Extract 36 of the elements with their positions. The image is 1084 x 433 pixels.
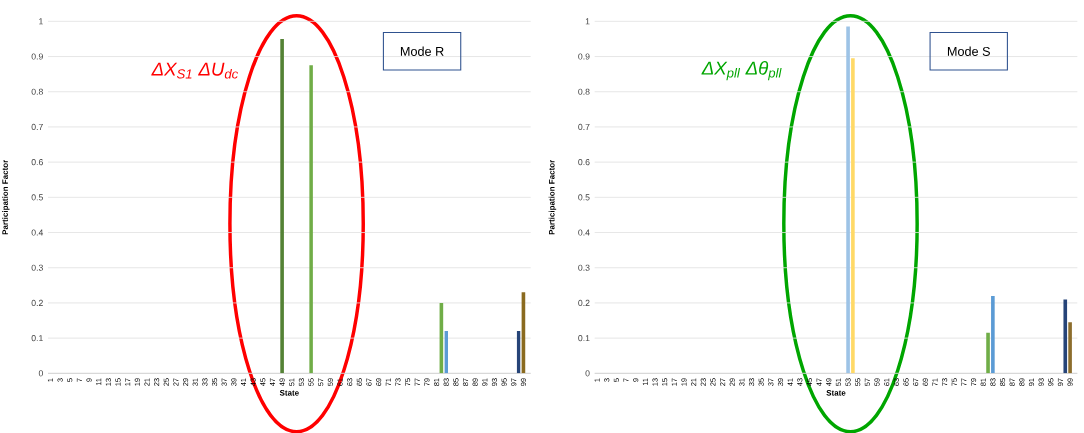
y-tick-label: 0.4 bbox=[578, 229, 590, 236]
y-tick-label: 0.4 bbox=[31, 229, 44, 236]
bar bbox=[1063, 299, 1068, 374]
y-tick-label: 0.3 bbox=[31, 264, 43, 271]
y-tick-label: 0.1 bbox=[578, 334, 590, 342]
y-tick-label: 0 bbox=[38, 370, 43, 377]
y-tick-label: 1 bbox=[39, 18, 43, 25]
x-axis-title: State bbox=[279, 389, 299, 396]
y-tick-label: 0.7 bbox=[578, 123, 590, 130]
y-tick-label: 0.8 bbox=[31, 88, 43, 95]
y-tick-label: 0.6 bbox=[578, 158, 590, 166]
bar bbox=[991, 295, 995, 374]
y-tick-label: 0.7 bbox=[31, 123, 43, 130]
annotation: Mode S bbox=[947, 46, 990, 56]
y-tick-label: 0.2 bbox=[31, 299, 43, 306]
y-tick-label: 0.2 bbox=[578, 299, 590, 306]
bar bbox=[851, 58, 855, 374]
x-axis-title: State bbox=[826, 389, 846, 396]
y-axis-title: Participation Factor bbox=[548, 159, 557, 235]
y-tick-label: 0.1 bbox=[31, 334, 43, 342]
y-axis-title: Participation Factor bbox=[2, 159, 10, 235]
bar bbox=[986, 332, 990, 374]
y-tick-label: 0.5 bbox=[31, 194, 43, 201]
y-tick-label: 0.3 bbox=[578, 264, 590, 271]
bar bbox=[846, 26, 850, 374]
bar bbox=[280, 38, 284, 374]
annotation: ΔX$_{S1}$ ΔU$_{dc}$ bbox=[151, 62, 239, 79]
y-tick-label: 0.8 bbox=[578, 88, 590, 95]
annotation: Mode R bbox=[400, 46, 444, 56]
y-tick-label: 0.9 bbox=[31, 53, 43, 60]
y-tick-label: 0.6 bbox=[31, 158, 43, 166]
y-tick-label: 0.9 bbox=[578, 53, 590, 60]
annotation: ΔX$_{pll}$ Δθ$_{pll}$ bbox=[701, 60, 782, 81]
y-tick-label: 1 bbox=[585, 18, 590, 25]
y-tick-label: 0.5 bbox=[578, 194, 590, 201]
y-tick-label: 0 bbox=[585, 370, 590, 377]
